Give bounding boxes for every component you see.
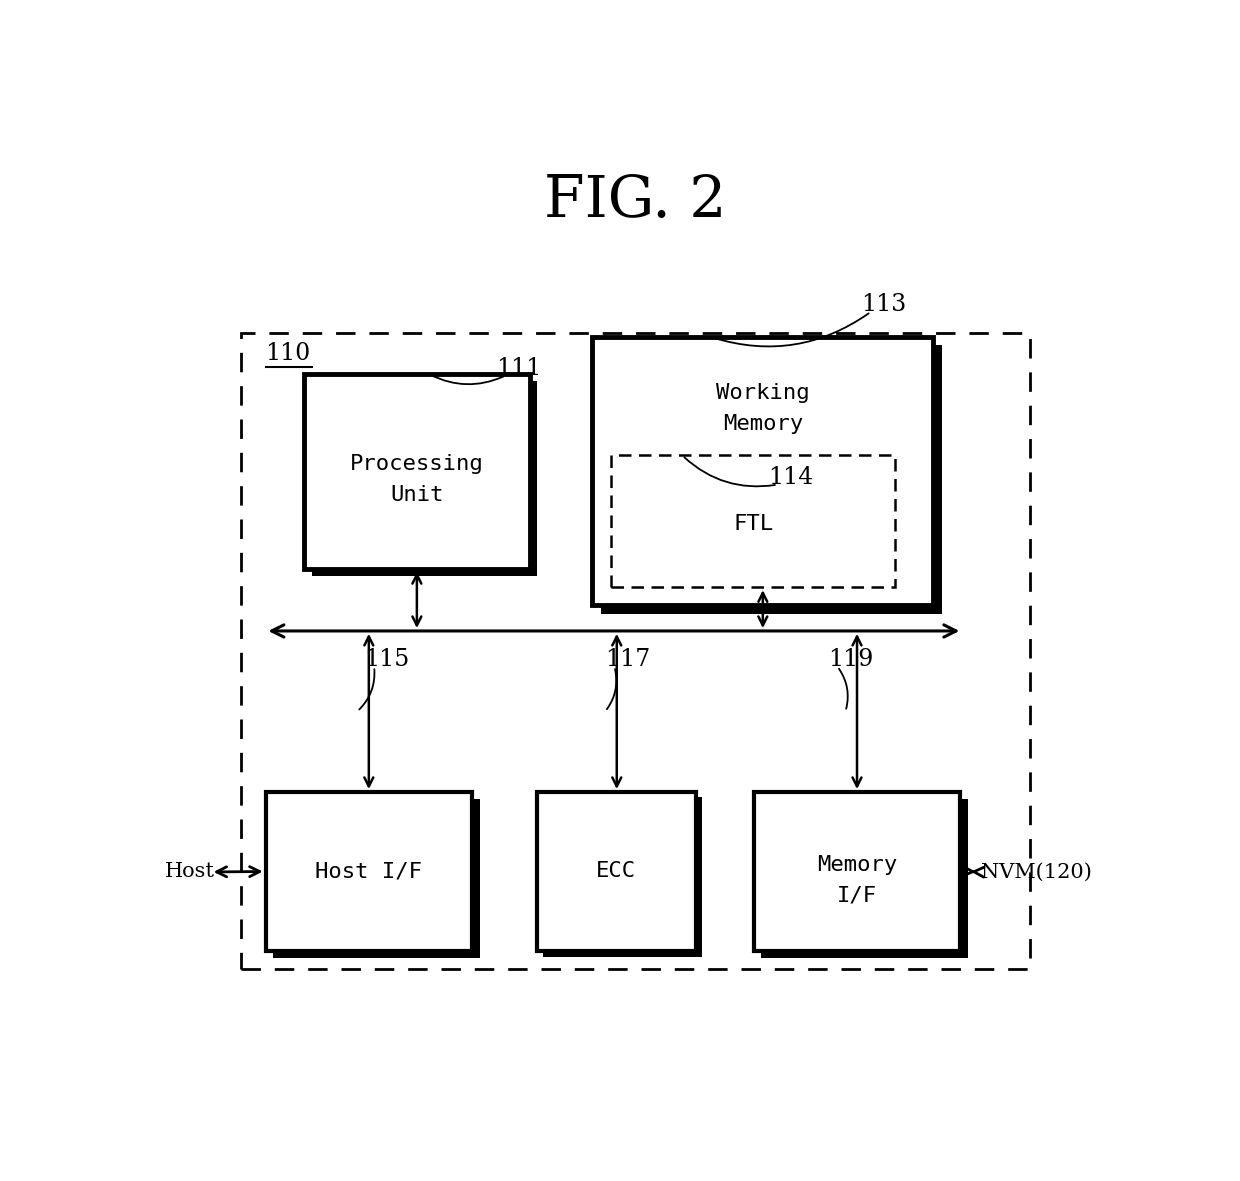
FancyBboxPatch shape — [265, 792, 472, 951]
FancyBboxPatch shape — [601, 345, 942, 614]
Text: ECC: ECC — [596, 861, 636, 881]
Text: Host: Host — [165, 862, 215, 881]
Text: FIG. 2: FIG. 2 — [544, 172, 727, 229]
Text: NVM(120): NVM(120) — [982, 862, 1092, 881]
Text: 111: 111 — [496, 357, 542, 380]
Text: Unit: Unit — [391, 484, 444, 504]
Text: 113: 113 — [862, 293, 906, 317]
Text: Host I/F: Host I/F — [315, 861, 423, 881]
Text: Memory: Memory — [817, 855, 897, 875]
FancyBboxPatch shape — [273, 800, 480, 958]
FancyBboxPatch shape — [754, 792, 960, 951]
Text: 110: 110 — [265, 341, 311, 365]
Text: Memory: Memory — [723, 413, 804, 433]
FancyBboxPatch shape — [311, 381, 537, 576]
FancyBboxPatch shape — [304, 373, 529, 569]
FancyBboxPatch shape — [537, 792, 696, 951]
Text: Processing: Processing — [350, 454, 484, 474]
Text: 117: 117 — [605, 648, 650, 671]
FancyBboxPatch shape — [543, 797, 702, 957]
Text: 114: 114 — [768, 466, 813, 489]
FancyBboxPatch shape — [761, 800, 968, 958]
Text: I/F: I/F — [837, 886, 877, 906]
Text: 119: 119 — [828, 648, 873, 671]
Text: Working: Working — [715, 383, 810, 403]
FancyBboxPatch shape — [242, 333, 1029, 970]
Text: 115: 115 — [365, 648, 409, 671]
FancyBboxPatch shape — [611, 456, 895, 587]
Text: FTL: FTL — [733, 514, 774, 534]
FancyBboxPatch shape — [593, 338, 934, 606]
